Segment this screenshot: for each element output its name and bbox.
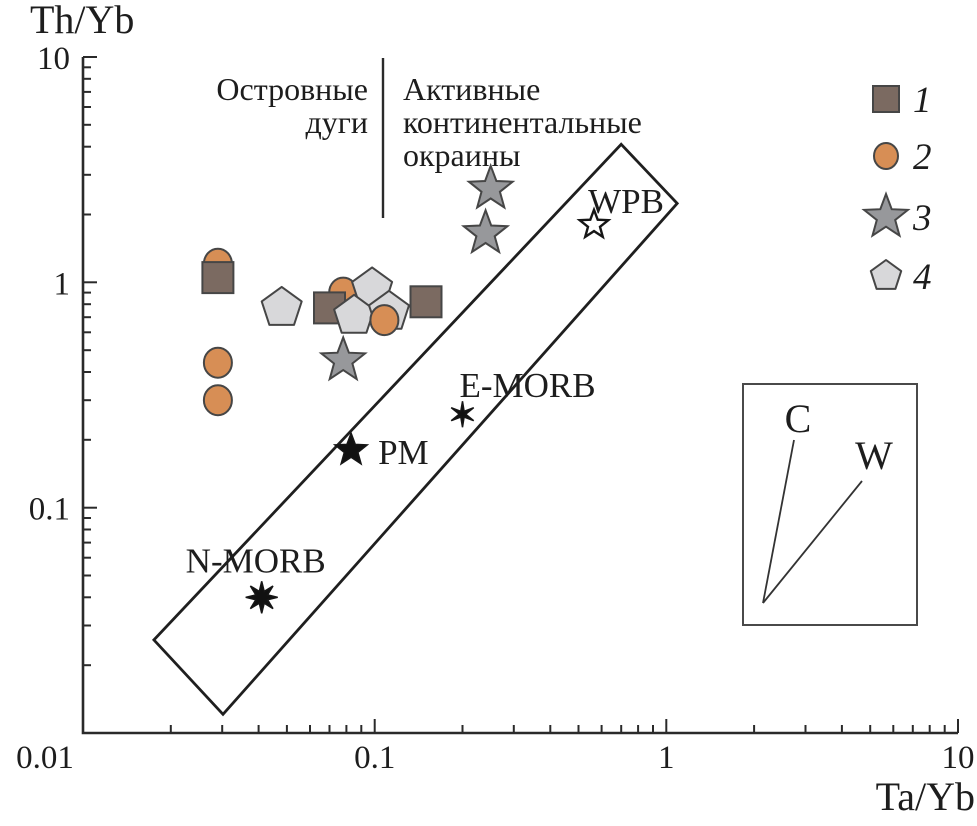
tectonic-region-labels: Островные дуги Активные континентальные окра… bbox=[216, 58, 642, 218]
legend-label-3: 3 bbox=[912, 198, 932, 239]
ref-label-pm: PM bbox=[378, 433, 429, 472]
legend-label-1: 1 bbox=[913, 80, 932, 121]
data-point-square bbox=[201, 261, 235, 295]
ref-label-n-morb: N-MORB bbox=[186, 541, 326, 580]
x-tick-label: 1 bbox=[658, 740, 675, 776]
reference-points: N-MORB PM E-MORB WPB bbox=[186, 182, 664, 614]
y-tick-label: 0.1 bbox=[29, 492, 70, 528]
inset-label-c: C bbox=[785, 396, 812, 441]
x-axis-title: Ta/Yb bbox=[876, 774, 975, 819]
data-point-square bbox=[409, 285, 443, 319]
inset-ray-w bbox=[762, 480, 863, 604]
ref-point-n-morb bbox=[245, 581, 278, 614]
legend-symbol-circle bbox=[873, 142, 899, 170]
ref-label-wpb: WPB bbox=[588, 182, 664, 221]
data-point-star5 bbox=[466, 162, 516, 210]
legend: 1 2 3 4 bbox=[861, 80, 932, 298]
data-point-star5 bbox=[460, 207, 511, 255]
inset-label-w: W bbox=[855, 433, 893, 478]
data-point-star5 bbox=[318, 334, 368, 382]
inset-ray-c bbox=[762, 439, 795, 604]
inset-box bbox=[742, 383, 918, 626]
ref-point-wpb bbox=[576, 206, 612, 240]
data-point-circle bbox=[202, 346, 233, 379]
ref-point-e-morb bbox=[450, 401, 475, 428]
mantle-array-band bbox=[151, 142, 680, 717]
region-label-active-margins: Активные континентальные окраины bbox=[403, 71, 642, 173]
y-axis-title: Th/Yb bbox=[30, 0, 134, 42]
x-tick-label: 0.1 bbox=[354, 740, 395, 776]
ref-label-e-morb: E-MORB bbox=[459, 366, 595, 405]
x-tick-label: 10 bbox=[942, 740, 975, 776]
ref-point-pm bbox=[332, 430, 370, 466]
data-points bbox=[201, 162, 516, 417]
data-point-pentagon bbox=[260, 285, 303, 326]
region-label-island-arcs: Островные дуги bbox=[216, 71, 368, 140]
legend-label-2: 2 bbox=[913, 137, 932, 178]
legend-symbol-star5 bbox=[861, 191, 911, 238]
legend-label-4: 4 bbox=[913, 257, 932, 298]
y-tick-label: 1 bbox=[54, 266, 71, 302]
data-point-circle bbox=[202, 384, 233, 417]
axes: 0.01 0.1 1 10 10 1 0.1 bbox=[16, 41, 974, 776]
vector-inset: CW bbox=[742, 383, 918, 626]
legend-symbol-pentagon bbox=[869, 259, 903, 290]
legend-symbol-square bbox=[872, 85, 900, 113]
mantle-array-band-outline bbox=[151, 142, 680, 717]
y-tick-label: 10 bbox=[37, 41, 70, 77]
data-point-circle bbox=[369, 304, 400, 337]
x-tick-label: 0.01 bbox=[16, 740, 74, 776]
